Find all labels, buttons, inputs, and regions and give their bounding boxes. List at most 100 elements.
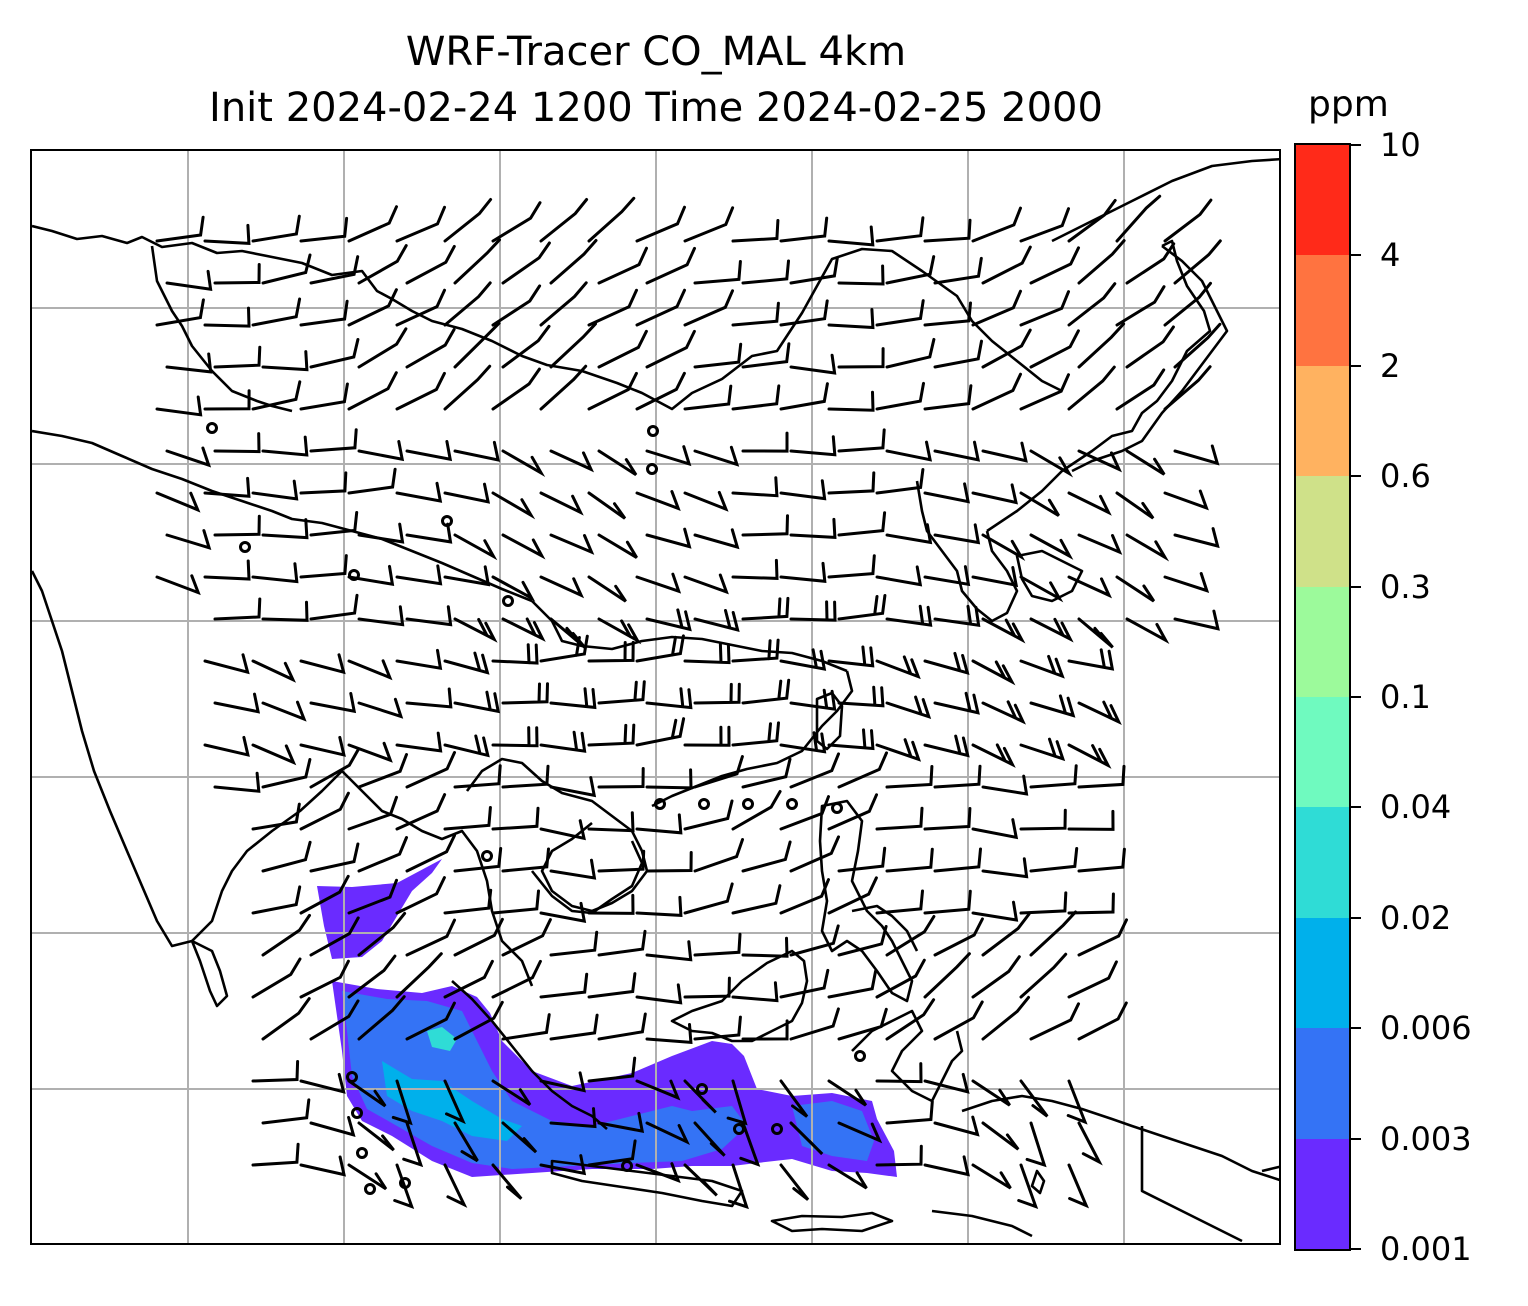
- wind-barb: [1115, 575, 1156, 603]
- wind-barb: [1019, 373, 1070, 411]
- wind-barb: [443, 565, 491, 587]
- wind-barb: [1067, 743, 1112, 769]
- wind-barb: [683, 1079, 717, 1114]
- wind-barb: [683, 882, 734, 915]
- wind-barb: [875, 468, 925, 495]
- wind-barb: [837, 511, 887, 537]
- wind-barb: [731, 301, 780, 327]
- wind-barb: [155, 574, 201, 596]
- wind-barb: [309, 511, 359, 537]
- wind-barb: [827, 1163, 868, 1190]
- wind-barb: [789, 1121, 824, 1156]
- wind-barb: [395, 876, 446, 915]
- wind-barb: [635, 490, 681, 511]
- wind-barb: [597, 617, 642, 645]
- wind-barb: [827, 728, 875, 751]
- wind-barb: [549, 1013, 599, 1041]
- wind-barb: [635, 1162, 681, 1184]
- wind-barb: [251, 957, 302, 999]
- wind-barb: [587, 893, 635, 915]
- wind-barb: [779, 561, 827, 583]
- wind-barb: [645, 1023, 693, 1045]
- colorbar-tick-label: 0.3: [1380, 567, 1431, 606]
- wind-barb: [741, 259, 790, 285]
- wind-barb: [1077, 847, 1126, 873]
- wind-barb: [539, 575, 585, 599]
- wind-barb: [539, 491, 584, 516]
- wind-barb: [165, 352, 213, 374]
- wind-barb: [923, 565, 971, 587]
- wind-barb: [837, 264, 885, 286]
- wind-barb: [203, 306, 251, 328]
- wind-barb: [837, 1121, 883, 1144]
- wind-barb: [501, 449, 546, 477]
- calm-marker: [239, 541, 251, 553]
- wind-barb: [683, 799, 734, 831]
- wind-barb: [923, 1072, 970, 1094]
- wind-barb: [789, 835, 840, 873]
- wind-barb: [683, 490, 729, 512]
- wind-barb: [875, 889, 924, 915]
- wind-barb: [299, 382, 349, 411]
- wind-barb: [491, 367, 541, 411]
- wind-barb: [923, 889, 972, 915]
- colorbar-segment: [1296, 475, 1349, 587]
- colorbar-tick-label: 0.04: [1380, 788, 1452, 827]
- wind-barb: [597, 1111, 645, 1133]
- wind-barb: [347, 467, 397, 495]
- wind-barb: [1067, 892, 1115, 915]
- wind-barb: [1115, 194, 1162, 243]
- wind-barb: [683, 725, 731, 747]
- wind-barb: [357, 440, 405, 462]
- wind-barb: [155, 215, 205, 243]
- colorbar-tick: [1351, 916, 1361, 919]
- wind-barb: [923, 218, 972, 243]
- wind-barb: [635, 288, 686, 327]
- wind-barb: [597, 767, 645, 789]
- wind-barb: [971, 566, 1019, 588]
- wind-barb: [501, 617, 546, 642]
- wind-barb: [309, 255, 360, 285]
- colorbar-segment: [1296, 696, 1349, 808]
- wind-barb: [789, 688, 837, 711]
- colorbar-segment: [1296, 1027, 1349, 1139]
- wind-barb: [597, 329, 648, 369]
- wind-barb: [443, 1163, 468, 1208]
- wind-barb: [827, 969, 878, 999]
- wind-barb: [789, 600, 837, 622]
- wind-barb: [587, 1139, 637, 1167]
- wind-barb: [357, 697, 404, 719]
- wind-barb: [395, 205, 446, 243]
- wind-barb: [981, 617, 1026, 644]
- wind-barb: [981, 441, 1028, 463]
- colorbar-segment: [1296, 917, 1349, 1029]
- map-panel[interactable]: [30, 149, 1281, 1245]
- wind-barb: [443, 734, 490, 758]
- colorbar-segment: [1296, 806, 1349, 918]
- wind-barb: [789, 435, 837, 457]
- wind-barb: [453, 617, 498, 643]
- wind-barb: [1067, 809, 1115, 831]
- wind-barb: [309, 1116, 356, 1137]
- wind-barb: [357, 244, 408, 285]
- wind-barb: [645, 851, 693, 873]
- wind-barb: [1025, 1121, 1047, 1168]
- wind-barb: [501, 241, 551, 285]
- wind-barb: [837, 1007, 888, 1041]
- wind-barb: [309, 692, 357, 714]
- calm-marker: [786, 798, 798, 810]
- wind-barb: [587, 972, 637, 999]
- wind-barb: [1067, 648, 1115, 671]
- wind-barb: [683, 1163, 718, 1197]
- wind-barb: [453, 690, 501, 714]
- chart-title-line1: WRF-Tracer CO_MAL 4km: [405, 29, 907, 75]
- wind-barb: [1077, 322, 1126, 369]
- colorbar-tick-label: 0.1: [1380, 678, 1431, 716]
- wind-barb: [443, 281, 492, 327]
- wind-barb: [779, 731, 827, 754]
- wind-barb: [453, 1121, 479, 1163]
- wind-barb: [923, 482, 971, 504]
- calm-marker: [831, 802, 843, 814]
- wind-barb: [645, 246, 696, 285]
- wind-barb: [779, 479, 827, 501]
